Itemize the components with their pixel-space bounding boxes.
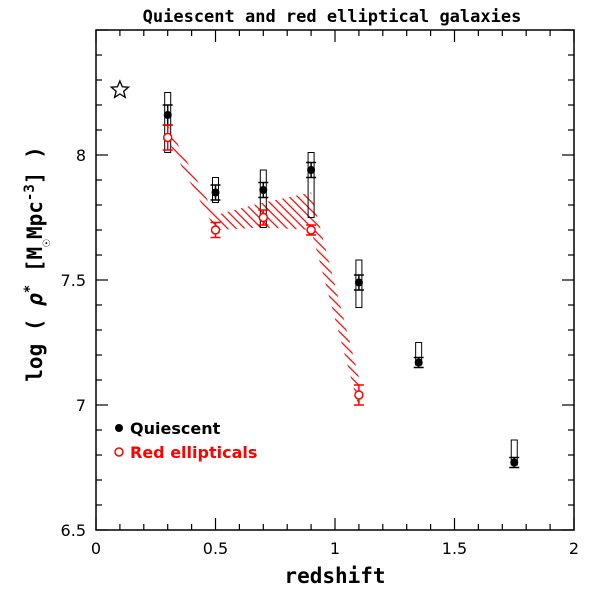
legend-label-quiescent: Quiescent [130,419,221,438]
y-axis-title-star: * [22,285,38,293]
legend-marker-red-ellipticals [114,447,124,457]
legend-marker-quiescent [115,424,123,432]
model-band-layer [167,125,359,408]
y-axis-title-bracket: [M [23,247,47,285]
y-axis-title: log ( ρ* [M☉Mpc-3] ) [22,146,54,381]
systematic-box [307,152,315,218]
y-axis-title-suffix: ] ) [23,146,47,184]
x-tick-label: 2 [569,539,579,558]
systematic-box [164,92,172,153]
y-tick-label: 8 [76,146,86,165]
x-tick-label: 1.5 [442,539,467,558]
y-axis-title-exponent: -3 [22,184,38,201]
systematic-box [259,169,267,228]
x-tick-label: 0.5 [203,539,228,558]
x-tick-label: 1 [330,539,340,558]
y-axis-title-rho: ρ [23,293,47,307]
x-tick-label: 0 [91,539,101,558]
red-elliptical-point [210,225,221,235]
reference-star-marker [109,79,131,99]
model-band [167,125,359,408]
quiescent-point [510,458,519,467]
red-elliptical-point [354,390,364,400]
axis-ticks: 0 0.5 1 1.5 2 6.5 7 7.5 8 [61,29,579,558]
y-axis-title-prefix: log ( [23,306,47,382]
quiescent-point [259,186,268,194]
red-elliptical-point [258,212,269,223]
quiescent-point [307,166,316,174]
quiescent-point [211,188,220,197]
red-elliptical-point [162,132,173,143]
y-axis-title-sun: ☉ [39,239,54,247]
y-tick-label: 7 [76,396,86,415]
legend-label-red-ellipticals: Red ellipticals [130,443,257,462]
y-tick-label: 6.5 [61,521,86,540]
quiescent-point [163,111,172,119]
y-axis-title-mpc: Mpc [23,201,47,239]
y-tick-label: 7.5 [61,271,86,290]
chart-title: Quiescent and red elliptical galaxies [143,7,522,27]
data-layer [109,79,520,469]
quiescent-point [354,278,363,287]
x-axis-title: redshift [284,564,385,588]
legend: Quiescent Red ellipticals [114,419,257,462]
red-elliptical-point [306,225,316,235]
quiescent-point [414,358,423,367]
